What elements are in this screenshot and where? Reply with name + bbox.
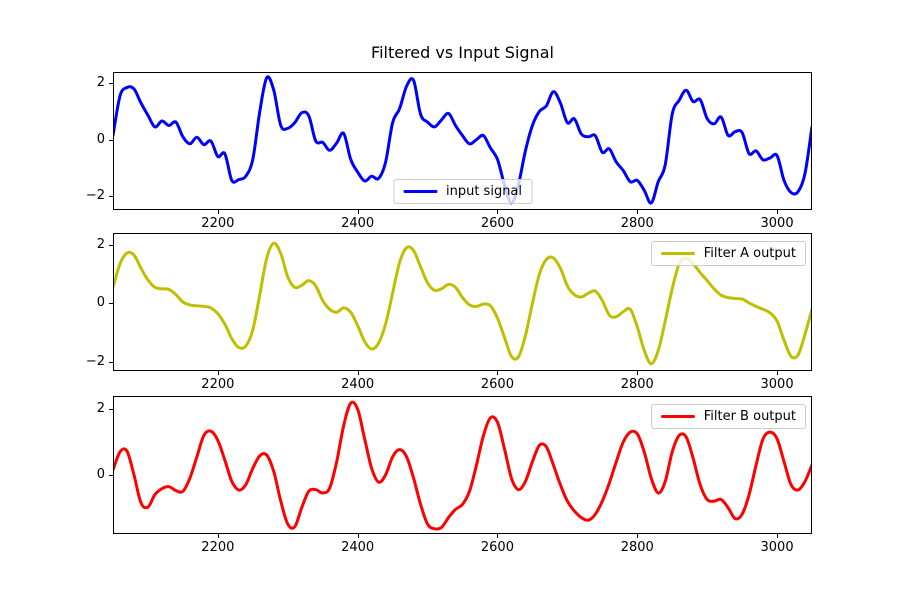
x-tick-label: 2400 [341,216,375,231]
x-tick [777,210,779,214]
x-tick-label: 2600 [480,540,514,555]
legend-line-sample [660,415,695,418]
x-tick-label: 2400 [341,540,375,555]
legend-label: Filter A output [703,246,796,261]
axes-spines [113,72,812,210]
x-tick-label: 2200 [201,377,235,392]
plot-area [113,72,812,210]
y-tick-label: −2 [85,187,105,203]
x-tick [637,534,639,538]
y-tick [109,139,113,141]
x-tick-label: 2800 [620,540,654,555]
x-tick [637,210,639,214]
x-tick [637,371,639,375]
x-tick [217,534,219,538]
x-tick-label: 3000 [760,540,794,555]
y-tick [109,83,113,85]
axes-spines [113,233,812,371]
x-tick-label: 2800 [620,216,654,231]
legend-label: Filter B output [703,409,796,424]
y-tick-label: 2 [96,236,105,252]
x-tick [777,371,779,375]
figure-title: Filtered vs Input Signal [371,43,554,62]
x-tick [357,371,359,375]
axes-spines [113,396,812,534]
x-tick [217,371,219,375]
x-tick-label: 2200 [201,540,235,555]
y-tick [109,362,113,364]
legend-label: input signal [445,184,523,199]
y-tick-label: 0 [96,295,105,311]
x-tick-label: 2400 [341,377,375,392]
legend-line-sample [660,252,695,255]
legend-filter-b: Filter B output [650,404,806,429]
x-tick-label: 3000 [760,216,794,231]
legend-input-signal: input signal [392,179,533,204]
x-tick [357,534,359,538]
y-tick-label: 0 [96,466,105,482]
x-tick [217,210,219,214]
plot-area [113,396,812,534]
subplot-filter-a: Filter A output 2200 2400 2600 2800 3000 2 0 −2 [86,233,812,392]
y-tick [109,244,113,246]
input-signal-line [113,75,812,205]
x-tick [497,210,499,214]
y-tick [109,474,113,476]
subplot-input-signal: input signal 2200 2400 2600 2800 3000 2 0 −2 [86,72,812,231]
x-tick [497,534,499,538]
y-tick [109,195,113,197]
legend-line-sample [402,190,437,193]
x-tick [777,534,779,538]
x-tick-label: 3000 [760,377,794,392]
x-tick-label: 2800 [620,377,654,392]
subplot-filter-b: Filter B output 2200 2400 2600 2800 3000 2 0 [97,396,812,555]
legend-filter-a: Filter A output [650,241,806,266]
x-tick [497,371,499,375]
Filter-A-output-line [113,241,812,366]
y-tick [109,409,113,411]
x-tick [357,210,359,214]
y-tick [109,303,113,305]
y-tick-label: 2 [96,75,105,91]
x-tick-label: 2600 [480,216,514,231]
plot-area [113,233,812,371]
y-tick-label: −2 [85,354,105,370]
x-tick-label: 2600 [480,377,514,392]
Filter-B-output-line [113,400,812,531]
x-tick-label: 2200 [201,216,235,231]
y-tick-label: 0 [96,131,105,147]
y-tick-label: 2 [96,401,105,417]
